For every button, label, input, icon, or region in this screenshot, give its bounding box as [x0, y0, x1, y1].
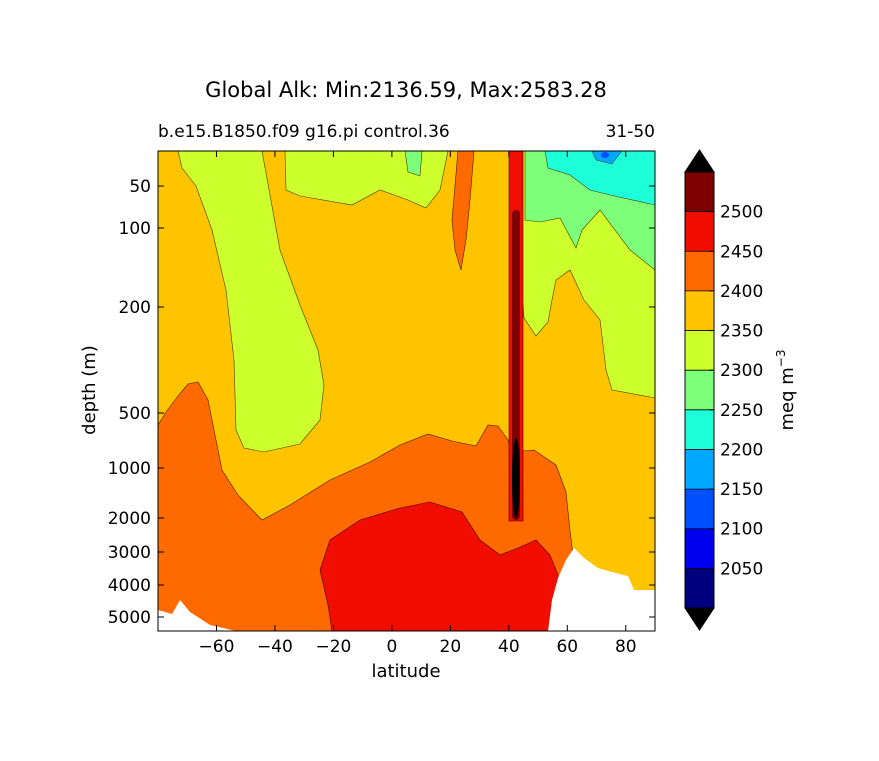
colorbar-tick-label: 2350: [720, 322, 763, 342]
colorbar-tick-label: 2400: [720, 282, 763, 302]
chart-title: Global Alk: Min:2136.59, Max:2583.28: [205, 78, 607, 102]
colorbar-label: meq m−3: [774, 350, 798, 431]
contour-band-2250-patch: [404, 151, 423, 177]
colorbar-tick-label: 2500: [720, 203, 763, 223]
y-tick-label: 50: [129, 177, 151, 197]
colorbar-segment: [685, 409, 714, 450]
colorbar-segment: [685, 370, 714, 410]
x-tick-label: −20: [315, 637, 351, 657]
colorbar-extend-low: [684, 607, 715, 631]
y-tick-label: 100: [119, 219, 151, 239]
land-mask-arctic: [548, 548, 655, 631]
y-tick-label: 5000: [108, 608, 151, 628]
chart-subtitle-right: 31-50: [606, 122, 655, 142]
y-tick-label: 200: [119, 298, 151, 318]
y-tick-label: 4000: [108, 576, 151, 596]
y-tick-label: 2000: [108, 509, 151, 529]
plot-frame: [157, 150, 656, 632]
y-axis-ticks: 50 100 200 500 1000 2000 3000 4000 5000: [108, 177, 655, 628]
colorbar-label-unit: meq m: [777, 367, 798, 430]
contour-band-2500-column: [512, 210, 520, 520]
colorbar-tick-label: 2450: [720, 242, 763, 262]
contour-band-2100: [601, 152, 609, 158]
y-tick-label: 500: [119, 404, 151, 424]
colorbar-segment: [685, 489, 714, 529]
colorbar-segment: [685, 172, 714, 212]
colorbar-ticks: 2050 2100 2150 2200 2250 2300 2350 2400 2450 2500: [709, 203, 763, 579]
x-tick-label: 60: [556, 637, 578, 657]
x-tick-label: 20: [440, 637, 462, 657]
colorbar: [684, 149, 715, 631]
y-tick-label: 1000: [108, 459, 151, 479]
x-axis-ticks: −60 −40 −20 0 20 40 60 80: [199, 151, 637, 657]
colorbar-segment: [685, 290, 714, 331]
contour-band-extend-high: [512, 438, 520, 518]
x-tick-label: −60: [199, 637, 235, 657]
colorbar-segment: [685, 528, 714, 569]
colorbar-segment: [685, 211, 714, 252]
colorbar-label-exponent: −3: [774, 350, 788, 368]
x-tick-label: 40: [498, 637, 520, 657]
colorbar-tick-label: 2100: [720, 520, 763, 540]
colorbar-segment: [685, 251, 714, 291]
land-mask-antarctic: [158, 600, 236, 631]
y-axis-label: depth (m): [79, 345, 100, 435]
colorbar-extend-high: [684, 149, 715, 173]
contour-band-2450: [319, 501, 561, 631]
contour-band-2300-south: [177, 151, 325, 453]
colorbar-segment: [685, 568, 714, 608]
colorbar-frame: [684, 171, 715, 609]
colorbar-tick-label: 2250: [720, 401, 763, 421]
contour-band-2200: [544, 151, 655, 206]
x-tick-label: 80: [615, 637, 637, 657]
colorbar-tick-label: 2050: [720, 559, 763, 579]
x-tick-label: −40: [257, 637, 293, 657]
colorbar-tick-label: 2150: [720, 480, 763, 500]
x-axis-label: latitude: [371, 661, 440, 682]
colorbar-tick-label: 2300: [720, 361, 763, 381]
colorbar-tick-label: 2200: [720, 440, 763, 460]
chart-subtitle-left: b.e15.B1850.f09 g16.pi control.36: [158, 122, 450, 142]
colorbar-segment: [685, 330, 714, 371]
colorbar-segment: [685, 449, 714, 490]
y-tick-label: 3000: [108, 543, 151, 563]
x-tick-label: 0: [386, 637, 397, 657]
contour-band-2400-plume: [451, 151, 475, 271]
contour-field: [158, 151, 655, 631]
